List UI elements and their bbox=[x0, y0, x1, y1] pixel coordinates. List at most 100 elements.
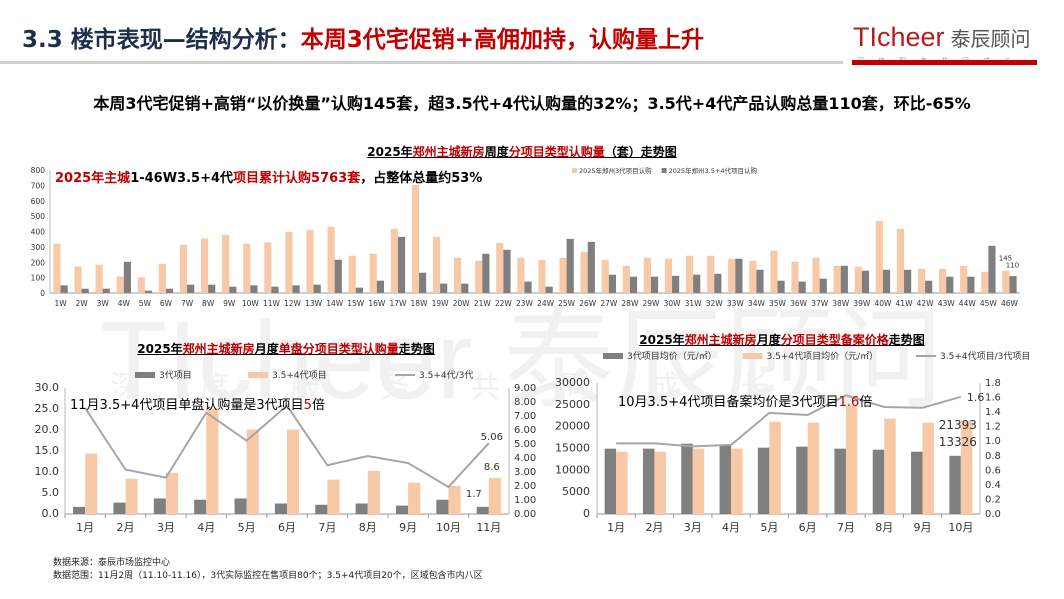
chart-annotation-segment: 10月3.5+4代项目备案均价是3代项目 bbox=[618, 395, 839, 410]
bar-b bbox=[327, 479, 340, 514]
y-tick-label: 700 bbox=[31, 181, 46, 190]
x-tick-label: 11月 bbox=[476, 521, 501, 534]
bar-b bbox=[102, 288, 110, 293]
bar-b bbox=[904, 269, 912, 293]
data-scope: 数据范围：11月2周（11.10-11.16），3代实际监控在售项目80个；3.… bbox=[53, 571, 483, 581]
y-tick-label: 0 bbox=[40, 289, 45, 298]
bar-b bbox=[355, 287, 363, 293]
x-tick-label: 7W bbox=[181, 299, 194, 308]
y2-tick-label: 3.00 bbox=[514, 467, 536, 478]
bar-b bbox=[960, 420, 973, 514]
bar-a bbox=[1002, 270, 1010, 293]
bar-a bbox=[939, 268, 947, 293]
x-tick-label: 9W bbox=[223, 299, 236, 308]
bar-a bbox=[580, 251, 588, 293]
bar-a bbox=[601, 259, 609, 293]
bar-b bbox=[654, 451, 666, 514]
chart-annotation: 10月3.5+4代项目备案均价是3代项目1.6倍 bbox=[618, 391, 872, 410]
bar-b bbox=[769, 421, 781, 514]
logo-cn: 泰辰顾问 bbox=[950, 27, 1031, 51]
bar-b bbox=[946, 276, 954, 293]
bar-b bbox=[922, 422, 935, 514]
legend-label: 3.5+4代项目均价（元/㎡） bbox=[767, 350, 879, 362]
bar-a bbox=[355, 503, 368, 514]
bar-a bbox=[158, 263, 166, 293]
bar-b bbox=[608, 274, 616, 293]
x-tick-label: 5月 bbox=[238, 521, 256, 534]
y-tick-label: 600 bbox=[31, 197, 46, 206]
bar-a bbox=[872, 449, 885, 514]
bar-b bbox=[246, 429, 259, 514]
y2-tick-label: 9.00 bbox=[514, 383, 536, 394]
chart-annotation-segment: 项目累计认购5763套 bbox=[233, 171, 361, 186]
y2-tick-label: 0.00 bbox=[514, 509, 536, 520]
chart-title-segment: 走势图 bbox=[888, 333, 925, 347]
bar-b bbox=[271, 286, 279, 293]
bar-b bbox=[845, 405, 858, 514]
chart-annotation-segment: 1-46W3.5+4代 bbox=[130, 171, 234, 186]
bar-b bbox=[488, 477, 501, 514]
bar-a bbox=[306, 229, 314, 293]
chart-title-segment: 单盘分项目类型认购量 bbox=[278, 342, 399, 356]
chart-annotation-segment: 1.6 bbox=[838, 395, 860, 410]
bar-a bbox=[200, 238, 209, 293]
chart-annotation-segment: 倍 bbox=[311, 398, 325, 413]
bar-b bbox=[545, 286, 553, 293]
x-tick-label: 18W bbox=[411, 299, 429, 308]
x-tick-label: 38W bbox=[832, 299, 850, 308]
data-label: 13326 bbox=[939, 435, 977, 449]
x-tick-label: 10月 bbox=[436, 521, 461, 534]
bar-a bbox=[875, 220, 883, 293]
bar-b bbox=[397, 236, 406, 293]
bar-a bbox=[243, 243, 251, 293]
y-tick-label: 5.0 bbox=[42, 486, 60, 499]
chart-title-segment: 2025年 bbox=[367, 145, 413, 159]
bar-a bbox=[917, 268, 926, 293]
chart-title: 2025年郑州主城新房月度分项目类型备案价格走势图 bbox=[639, 331, 924, 348]
x-tick-label: 1月 bbox=[607, 521, 625, 534]
x-tick-label: 4W bbox=[118, 299, 131, 308]
chart-title-segment: 郑州主城新房 bbox=[412, 145, 485, 159]
data-label: 8.6 bbox=[484, 462, 500, 473]
bar-a bbox=[707, 255, 715, 293]
y2-tick-label: 0.4 bbox=[985, 480, 1001, 491]
bar-b bbox=[882, 269, 891, 293]
y-tick-label: 200 bbox=[31, 258, 46, 267]
x-tick-label: 16W bbox=[368, 299, 386, 308]
x-tick-label: 42W bbox=[917, 299, 935, 308]
chart-title: 2025年郑州主城新房月度单盘分项目类型认购量走势图 bbox=[137, 340, 434, 357]
y2-tick-label: 1.6 bbox=[985, 393, 1001, 404]
x-tick-label: 22W bbox=[495, 299, 513, 308]
bar-b bbox=[735, 258, 743, 293]
chart-title-segment: 走势图 bbox=[398, 342, 435, 356]
bar-a bbox=[222, 234, 230, 293]
legend-label: 3.5+4代项目/3代项目 bbox=[940, 351, 1030, 362]
x-tick-label: 5月 bbox=[760, 521, 778, 534]
chart-title-segment: 郑州主城新房 bbox=[182, 342, 255, 356]
chart-title-segment: 分项目类型认购量 bbox=[508, 145, 605, 159]
x-tick-label: 10月 bbox=[948, 521, 973, 534]
legend-swatch bbox=[742, 353, 763, 359]
header-divider-grey bbox=[0, 61, 843, 64]
bar-a bbox=[642, 448, 655, 514]
y-tick-label: 400 bbox=[31, 228, 46, 237]
legend-swatch bbox=[248, 372, 268, 378]
x-tick-label: 23W bbox=[516, 299, 534, 308]
x-tick-label: 46W bbox=[1001, 299, 1019, 308]
y2-tick-label: 0.6 bbox=[985, 465, 1001, 476]
y-tick-label: 500 bbox=[31, 212, 46, 221]
x-tick-label: 9月 bbox=[914, 521, 932, 534]
chart-annotation-segment: 2025年主城 bbox=[55, 171, 131, 186]
bar-a bbox=[475, 260, 483, 293]
bar-a bbox=[833, 265, 841, 293]
legend-swatch bbox=[135, 372, 155, 378]
y2-tick-label: 8.00 bbox=[514, 397, 536, 408]
bar-b bbox=[313, 284, 321, 293]
x-tick-label: 21W bbox=[474, 299, 492, 308]
bar-b bbox=[440, 283, 448, 293]
chart-annotation-segment: 11月3.5+4代项目单盘认购量是3代项目 bbox=[70, 398, 304, 413]
bar-a bbox=[315, 504, 328, 514]
x-tick-label: 24W bbox=[537, 299, 555, 308]
x-tick-label: 8月 bbox=[359, 521, 377, 534]
